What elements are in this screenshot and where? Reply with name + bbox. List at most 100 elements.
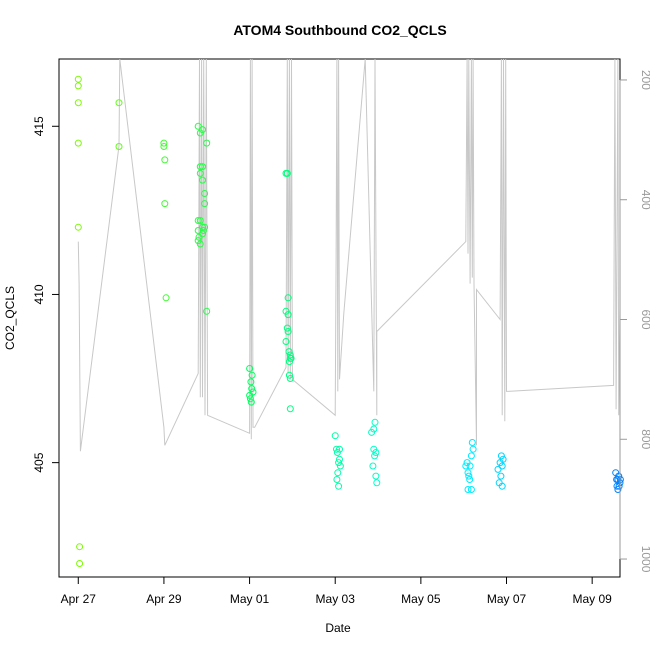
y2-tick-label: 600 [639,309,650,329]
data-point [160,143,168,150]
co2-series [74,75,624,567]
data-point [74,223,82,231]
y-axis-label: CO2_QCLS [3,286,17,350]
data-point [499,455,507,463]
data-point [246,365,254,372]
data-point [194,237,202,245]
data-point [199,163,206,171]
data-point [333,445,340,453]
data-point [462,462,470,470]
data-point [76,560,84,567]
data-point [370,425,378,433]
data-point [336,445,343,453]
data-point [247,398,255,406]
data-point [196,169,204,177]
data-point [371,418,379,426]
data-point [74,75,82,83]
data-point [466,476,474,483]
data-point [196,240,204,248]
pressure-line [77,59,620,452]
data-point [467,486,475,493]
data-point [335,459,343,467]
data-point [498,482,506,490]
data-point [199,126,206,134]
data-point [247,378,255,386]
data-point [335,482,343,490]
data-point [284,311,292,319]
data-point [74,82,82,90]
data-point [371,452,379,460]
data-point [283,169,291,177]
y-tick-label: 405 [32,452,46,472]
x-tick-label: May 03 [316,592,356,606]
data-point [469,445,477,453]
data-point [285,348,293,356]
data-point [196,163,204,171]
data-point [115,99,123,107]
data-point [286,405,294,413]
data-point [199,223,206,231]
data-point [162,294,170,302]
data-point [465,472,473,480]
data-point [201,190,209,197]
data-point [286,351,294,359]
data-point [372,449,380,456]
data-point [246,391,254,399]
data-point [336,462,344,470]
data-point [334,469,342,477]
data-point [287,354,295,362]
data-point [203,307,211,315]
data-point [497,452,505,460]
y-tick-label: 410 [32,284,46,304]
y2-tick-label: 400 [639,190,650,210]
data-point [201,200,209,208]
data-point [373,479,381,487]
data-point [468,439,476,446]
x-tick-label: May 05 [401,592,441,606]
chart-title: ATOM4 Southbound CO2_QCLS [233,22,446,38]
y2-tick-label: 800 [639,429,650,449]
data-point [74,139,82,147]
data-point [284,328,292,335]
x-tick-label: May 09 [572,592,612,606]
data-point [614,486,622,493]
data-point [463,459,471,467]
x-tick-label: Apr 29 [146,592,182,606]
data-point [497,472,505,480]
data-point [246,395,254,403]
data-point [194,227,202,234]
data-point [284,294,292,302]
data-point [282,338,290,345]
pressure-series [77,59,620,452]
data-point [199,176,206,184]
data-point [203,139,211,147]
x-tick-label: Apr 27 [61,592,97,606]
data-point [333,476,341,483]
data-point [467,452,475,460]
data-point [199,230,206,238]
x-axis-label: Date [325,621,351,635]
data-point [199,227,207,234]
data-point [615,482,623,490]
data-point [331,432,339,440]
data-point [160,139,168,147]
data-point [161,200,169,208]
axes: Apr 27 Apr 29 May 01 May 03 May 05 May 07 May … [32,70,650,606]
data-point [372,472,380,480]
data-point [194,217,202,224]
data-point [196,217,204,224]
data-point [283,324,291,332]
data-point [115,143,123,150]
data-point [286,375,294,382]
data-point [615,472,623,480]
data-point [498,462,506,470]
data-point [464,486,472,493]
data-point [201,223,209,231]
x-tick-label: May 01 [230,592,270,606]
data-point [248,385,256,393]
data-point [369,462,377,470]
data-point [285,371,293,379]
data-point [285,358,293,366]
data-point [161,156,169,164]
